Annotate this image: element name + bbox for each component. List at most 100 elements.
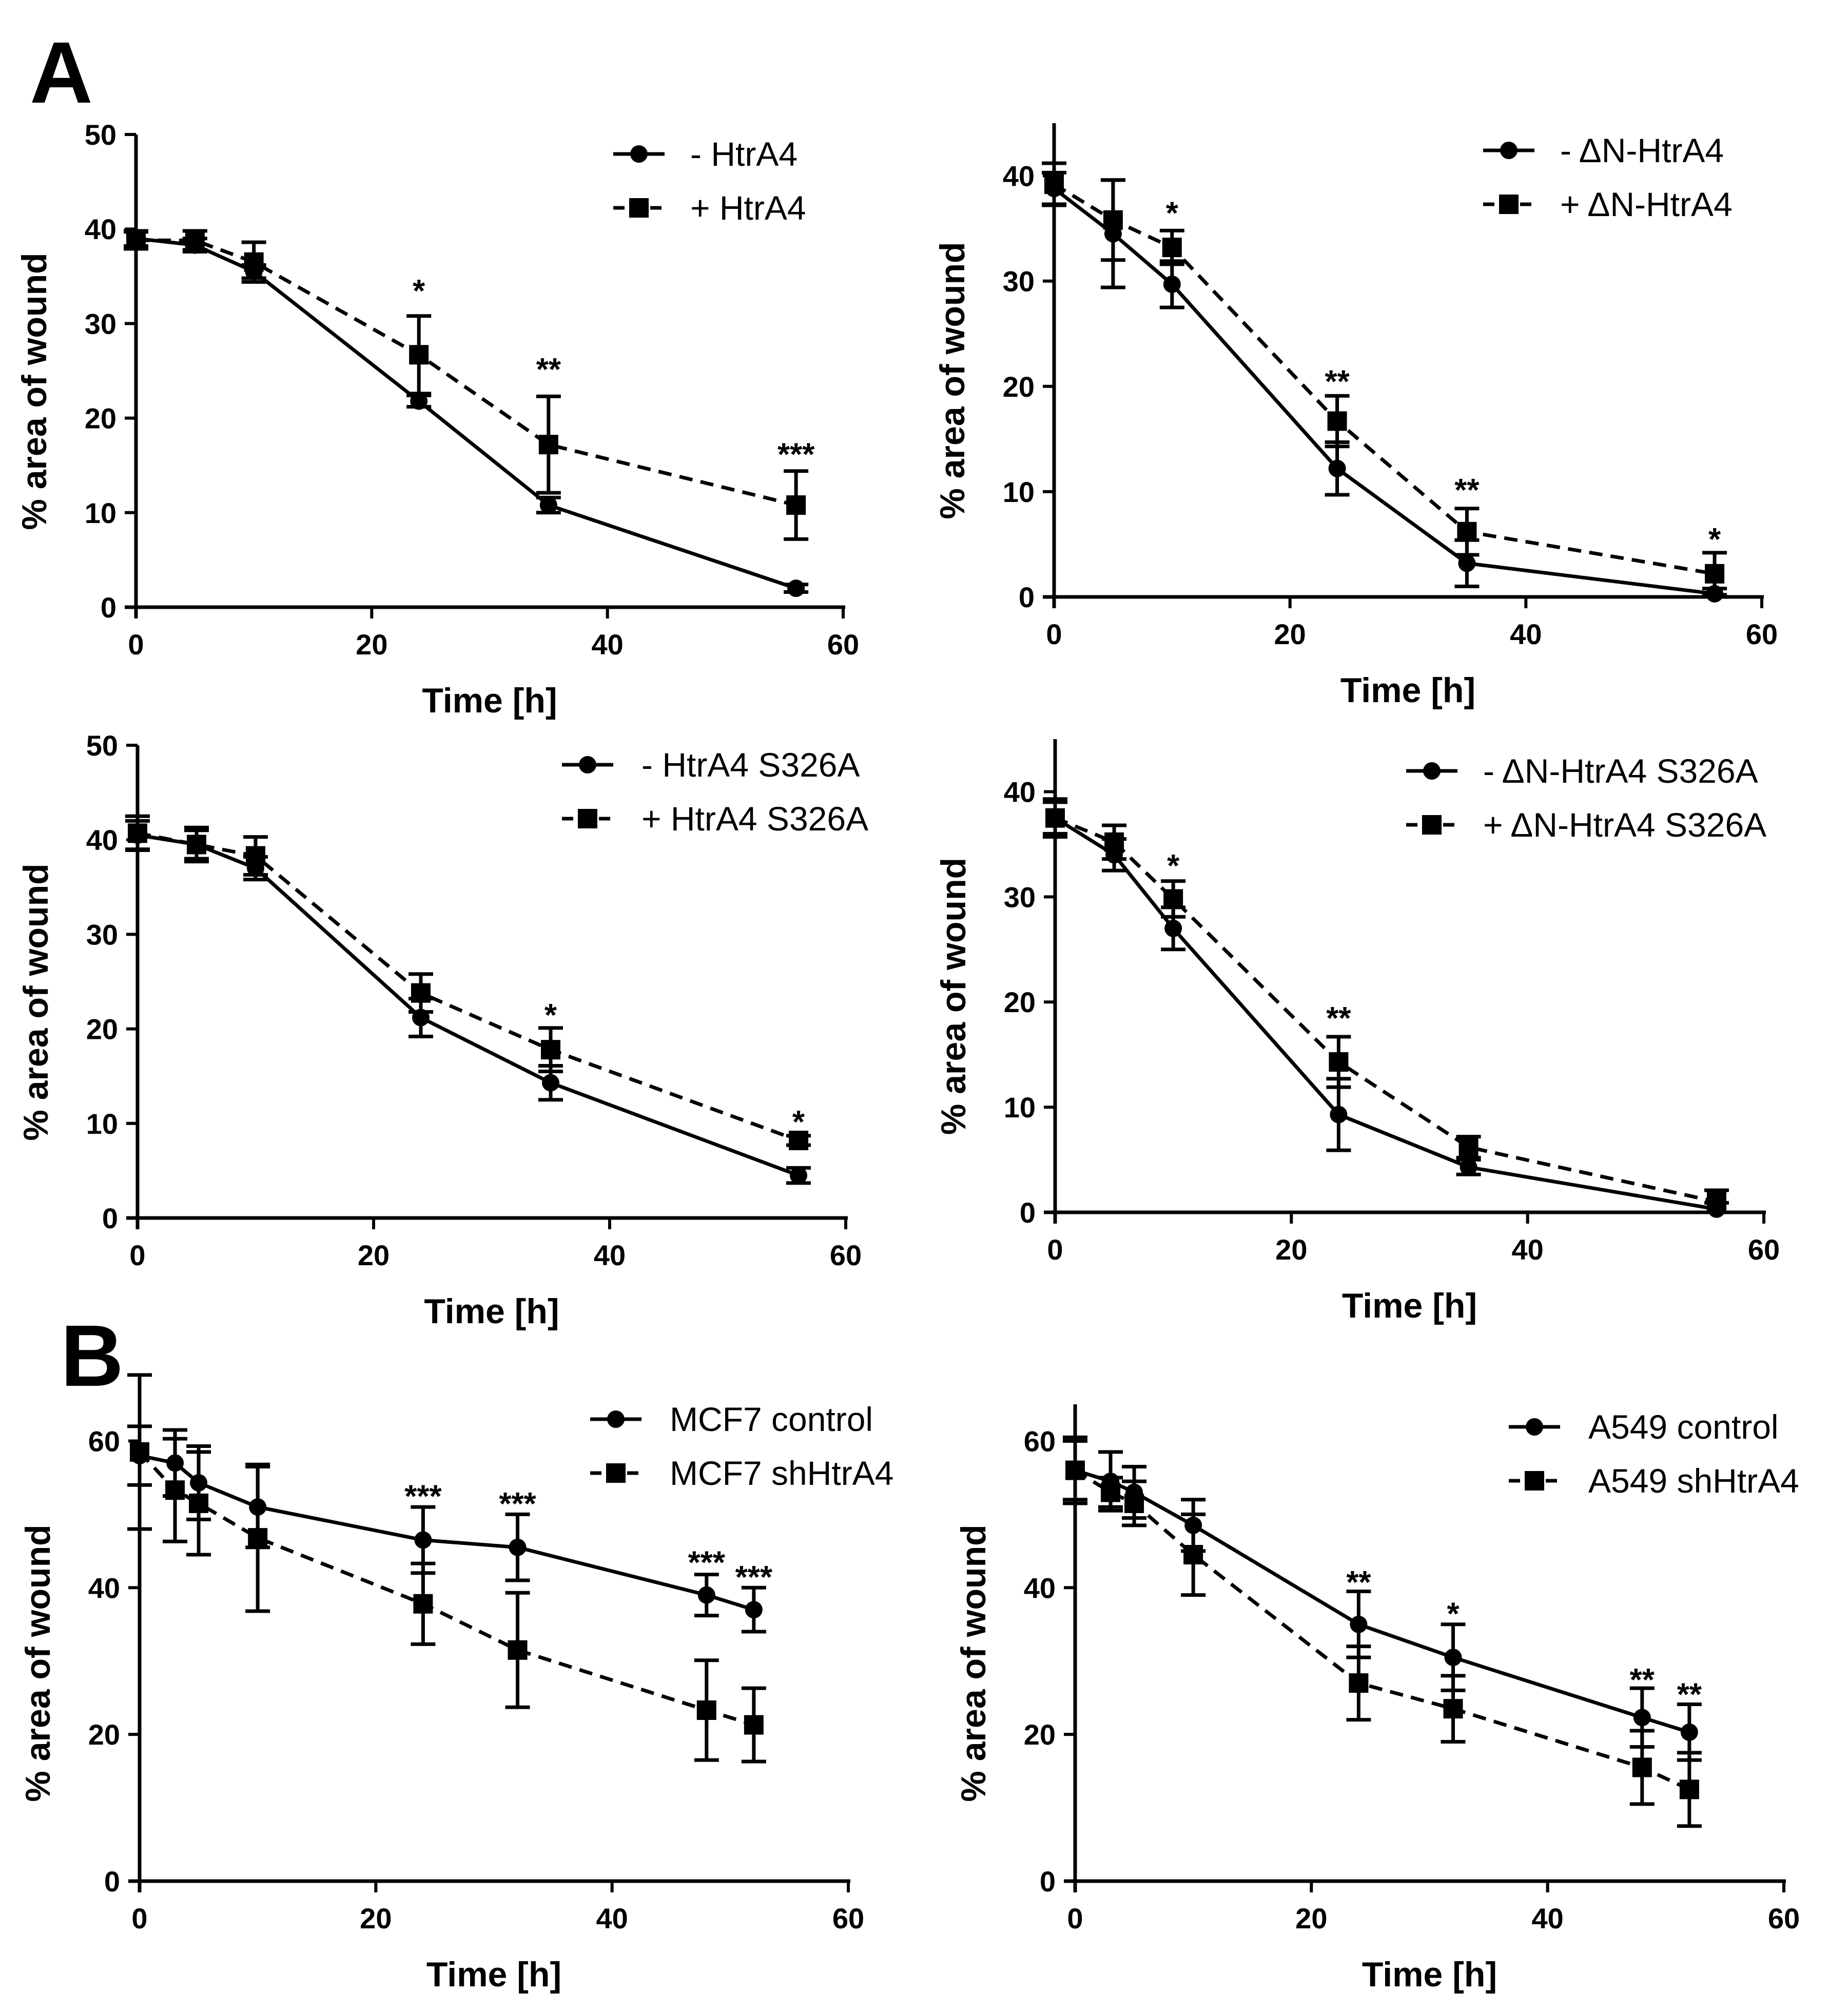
data-point	[508, 1640, 528, 1660]
data-point	[1162, 238, 1182, 258]
significance-annotation: **	[1454, 473, 1480, 508]
legend-marker	[1500, 142, 1518, 159]
legend-marker	[607, 1410, 625, 1428]
y-tick-label: 0	[1019, 581, 1035, 613]
data-point	[409, 345, 429, 365]
x-axis-title: Time [h]	[1342, 1286, 1477, 1325]
data-point	[1443, 1699, 1463, 1719]
y-tick-label: 30	[1004, 881, 1036, 913]
x-tick-label: 20	[356, 628, 387, 661]
legend-label: - HtrA4	[690, 135, 797, 173]
data-point	[187, 835, 206, 855]
significance-annotation: *	[792, 1105, 805, 1140]
data-point	[244, 252, 264, 272]
data-point	[786, 495, 806, 515]
data-point	[1350, 1615, 1368, 1633]
significance-annotation: **	[1630, 1662, 1655, 1698]
x-tick-label: 40	[594, 1239, 626, 1271]
data-point	[128, 823, 147, 843]
data-point	[1457, 521, 1477, 541]
data-point	[1329, 1052, 1349, 1072]
data-point	[411, 983, 431, 1003]
y-tick-label: 0	[104, 1865, 120, 1898]
legend-label: + ΔN-HtrA4 S326A	[1483, 806, 1766, 844]
x-tick-label: 20	[1295, 1902, 1327, 1934]
data-point	[126, 230, 146, 250]
y-axis-title: % area of wound	[15, 253, 54, 530]
data-point	[248, 1528, 268, 1548]
y-tick-label: 20	[85, 402, 116, 435]
data-point	[246, 846, 265, 866]
x-axis-title: Time [h]	[422, 681, 557, 720]
data-point	[542, 1074, 559, 1092]
legend-label: + HtrA4	[690, 189, 806, 227]
legend-label: + ΔN-HtrA4	[1560, 185, 1733, 223]
x-tick-label: 20	[358, 1239, 390, 1271]
data-point	[410, 392, 428, 410]
legend-marker	[1526, 1418, 1543, 1436]
significance-annotation: *	[1708, 522, 1721, 557]
data-point	[1101, 1482, 1121, 1502]
x-axis-title: Time [h]	[1340, 671, 1475, 710]
panel-letter-b: B	[61, 1307, 124, 1405]
significance-annotation: *	[544, 998, 557, 1033]
data-point	[130, 1442, 149, 1462]
legend-label: A549 shHtrA4	[1588, 1462, 1799, 1500]
y-tick-label: 40	[88, 1572, 120, 1604]
significance-annotation: *	[1447, 1596, 1460, 1632]
data-point	[1124, 1493, 1144, 1513]
data-point	[1632, 1757, 1652, 1777]
series-line	[137, 831, 800, 1143]
data-point	[541, 1040, 560, 1060]
x-tick-label: 0	[1046, 618, 1062, 650]
data-point	[1104, 832, 1124, 852]
y-tick-label: 30	[86, 918, 118, 951]
data-point	[790, 1167, 807, 1185]
data-point	[1163, 275, 1181, 293]
x-tick-label: 60	[830, 1239, 862, 1271]
x-tick-label: 0	[1067, 1902, 1083, 1934]
y-tick-label: 20	[86, 1013, 118, 1046]
x-axis-title: Time [h]	[1362, 1955, 1497, 1994]
data-point	[1328, 459, 1346, 477]
y-tick-label: 20	[1004, 986, 1036, 1018]
x-tick-label: 20	[1275, 1233, 1307, 1266]
y-tick-label: 0	[102, 1202, 118, 1234]
significance-annotation: ***	[735, 1560, 773, 1595]
data-point	[1706, 1192, 1726, 1212]
significance-annotation: **	[1346, 1565, 1371, 1600]
x-tick-label: 60	[1748, 1233, 1780, 1266]
y-tick-label: 10	[1004, 1091, 1036, 1124]
series-line	[1054, 816, 1717, 1211]
data-point	[165, 1480, 185, 1500]
data-point	[745, 1601, 763, 1619]
data-point	[1164, 919, 1182, 937]
x-tick-label: 40	[1510, 618, 1542, 650]
data-point	[1444, 1649, 1462, 1667]
significance-annotation: **	[536, 352, 561, 388]
y-tick-label: 30	[1003, 265, 1035, 298]
significance-annotation: *	[1166, 196, 1179, 231]
significance-annotation: *	[1167, 848, 1180, 884]
y-axis-title: % area of wound	[954, 1524, 993, 1802]
x-tick-label: 0	[129, 1239, 145, 1271]
y-axis-title: % area of wound	[18, 1524, 57, 1802]
data-point	[1458, 554, 1476, 572]
data-point	[1705, 564, 1725, 584]
legend-marker	[578, 809, 597, 828]
legend-label: - HtrA4 S326A	[641, 746, 860, 784]
legend-marker	[1422, 815, 1442, 835]
x-tick-label: 40	[596, 1902, 628, 1934]
charts-container: 0 10 20 30 40 50 0 20 40 60 Time [h] % area of woun…	[15, 119, 1800, 1994]
x-tick-label: 60	[827, 628, 859, 661]
y-tick-label: 0	[1020, 1196, 1036, 1229]
legend-marker	[630, 145, 648, 163]
data-point	[1633, 1709, 1651, 1727]
data-point	[1680, 1723, 1698, 1741]
x-tick-label: 60	[1746, 618, 1778, 650]
series-treated	[125, 814, 811, 1150]
significance-annotation: **	[1677, 1677, 1702, 1713]
y-axis-title: % area of wound	[933, 242, 972, 519]
data-point	[1327, 411, 1347, 431]
y-tick-label: 40	[86, 824, 118, 856]
